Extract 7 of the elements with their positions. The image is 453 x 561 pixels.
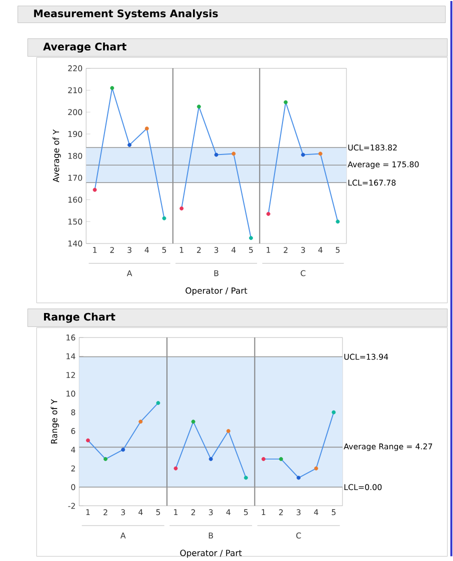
chart-subtitle: Average Chart — [42, 42, 126, 53]
chart-title: Range Chart — [44, 312, 116, 323]
chart-title: Measurement Systems Analysis — [34, 9, 218, 20]
x-axis-title: Operator / Part — [180, 550, 242, 558]
y-axis-title: Range of Y — [50, 399, 59, 444]
y-axis-title: Average of Y — [52, 129, 61, 182]
x-axis-title: Operator / Part — [185, 287, 248, 296]
